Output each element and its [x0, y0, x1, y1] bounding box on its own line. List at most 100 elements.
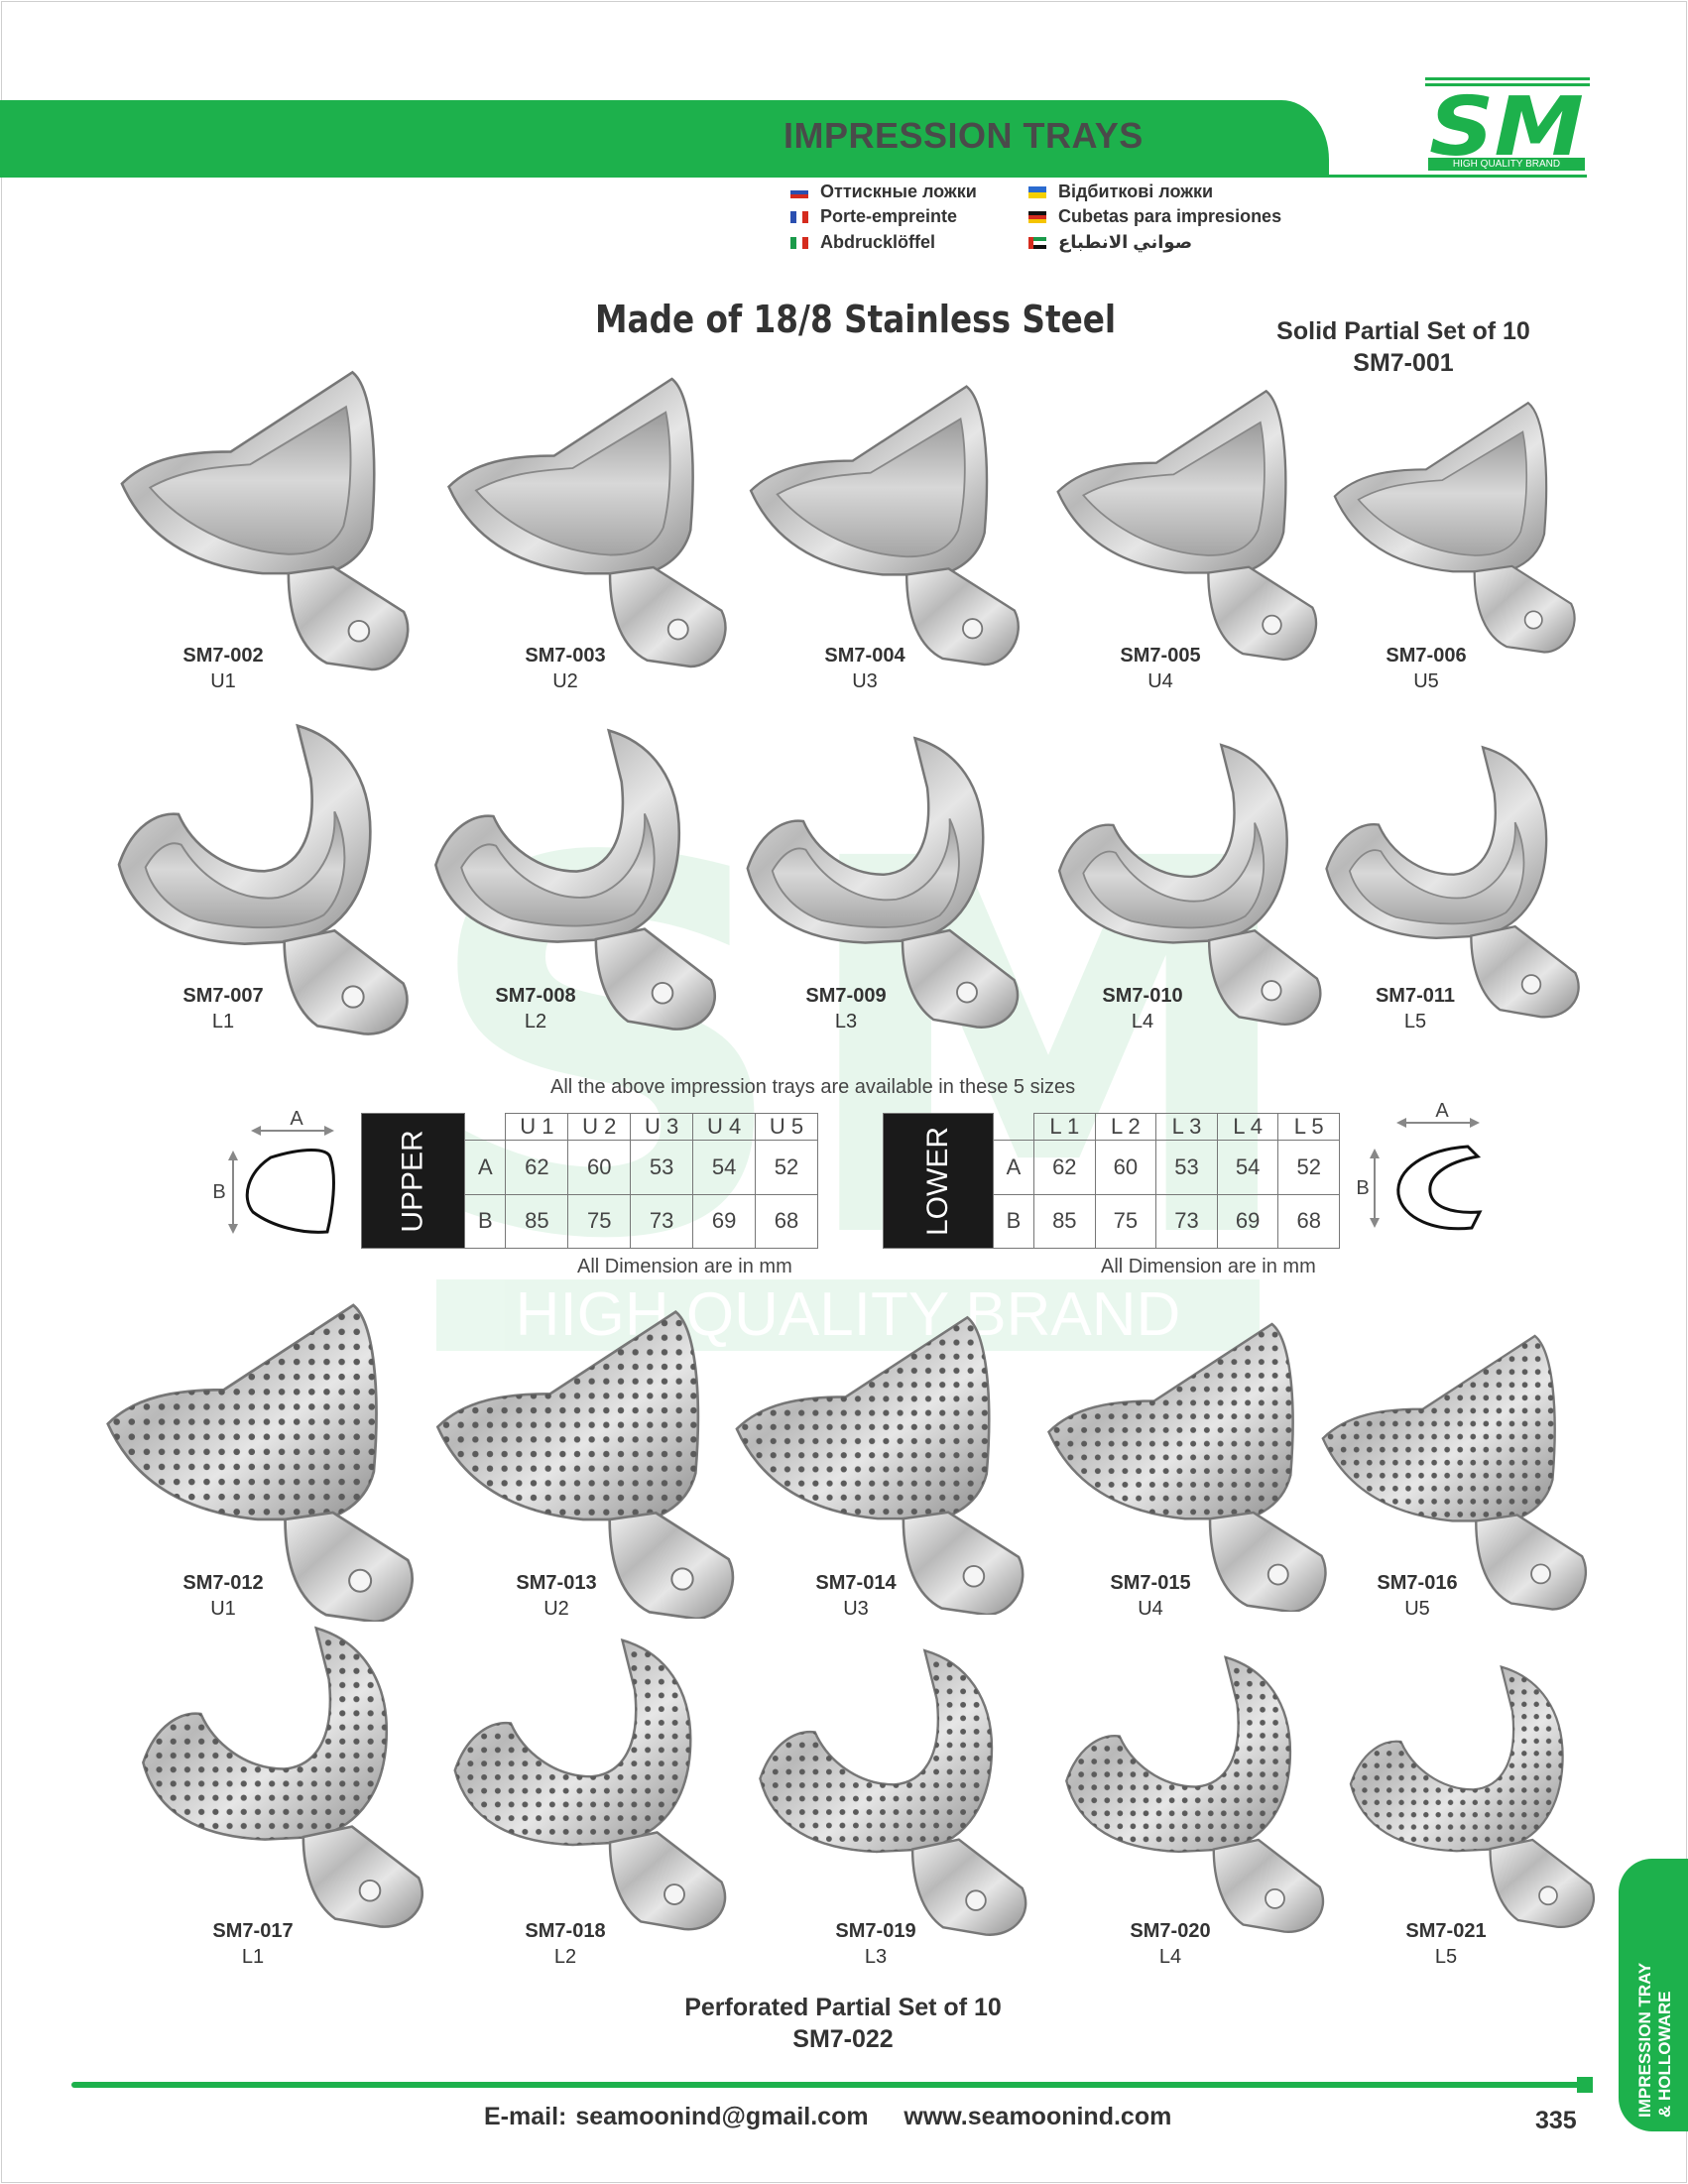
- upper-dimension-diagram: A B: [212, 1108, 335, 1234]
- language-label: Cubetas para impresiones: [1058, 206, 1282, 226]
- column-header: L 1: [1033, 1113, 1096, 1141]
- column-header: U 5: [755, 1113, 818, 1141]
- lower-size-table: LOWER L 1 L 2 L 3 L 4 L 5 A 62 60 53 54 …: [882, 1113, 1340, 1249]
- table-cell: 54: [692, 1140, 757, 1195]
- flag-fr-icon: [790, 211, 808, 224]
- header-rule: [1329, 175, 1587, 178]
- table-cell: 60: [1094, 1140, 1157, 1195]
- table-cell: 68: [755, 1193, 818, 1249]
- tray-image-lower: [1325, 746, 1580, 1019]
- table-cell: 75: [1094, 1193, 1157, 1249]
- flag-de-icon: [1028, 211, 1046, 224]
- product-size: L3: [864, 1946, 888, 1968]
- lower-table-label: LOWER: [882, 1113, 995, 1249]
- product-size: L4: [1158, 1946, 1182, 1968]
- solid-set-code: SM7-001: [1353, 349, 1454, 377]
- table-cell: 75: [567, 1193, 632, 1249]
- side-tab-line2: & HOLLOWARE: [1655, 1992, 1674, 2119]
- table-cell: 52: [755, 1140, 818, 1195]
- product-size: U2: [543, 1598, 569, 1620]
- product-size: L2: [553, 1946, 577, 1968]
- footer-rule: [71, 2082, 1589, 2088]
- language-ae: صواني الانطباع: [1028, 232, 1192, 253]
- table-cell: 85: [1033, 1193, 1096, 1249]
- language-ua: Відбиткові ложки: [1028, 182, 1213, 202]
- flag-it-icon: [790, 237, 808, 250]
- tray-image-lower-perforated: [453, 1638, 727, 1931]
- tray-image-lower-perforated: [142, 1627, 424, 1928]
- perforated-set-code: SM7-022: [792, 2025, 894, 2053]
- header-band: [0, 100, 1329, 178]
- product-code: SM7-004: [824, 645, 905, 667]
- solid-set-label: Solid Partial Set of 10: [1276, 317, 1530, 345]
- dimension-b-label: B: [212, 1181, 225, 1203]
- table-cell: 62: [1033, 1140, 1096, 1195]
- tray-image-upper: [1333, 401, 1576, 654]
- footer-contact: E-mail: seamoonind@gmail.com www.seamoon…: [484, 2103, 1171, 2131]
- language-ru: Оттискные ложки: [790, 182, 977, 202]
- product-size: U5: [1404, 1598, 1430, 1620]
- product-code: SM7-015: [1110, 1572, 1191, 1594]
- logo-tagline: HIGH QUALITY BRAND: [1428, 158, 1585, 171]
- section-side-tab[interactable]: [1619, 1859, 1688, 2131]
- product-size: L4: [1131, 1011, 1154, 1032]
- product-size: U1: [210, 1598, 236, 1620]
- row-header: B: [993, 1193, 1035, 1249]
- table-cell: 52: [1277, 1140, 1340, 1195]
- footer-square: [1577, 2077, 1593, 2093]
- table-cell: 69: [1216, 1193, 1279, 1249]
- table-cell: 85: [505, 1193, 569, 1249]
- product-code: SM7-007: [182, 985, 264, 1007]
- product-size: L2: [524, 1011, 547, 1032]
- table-cell: 53: [630, 1140, 694, 1195]
- column-header: U 3: [630, 1113, 694, 1141]
- column-header: U 2: [567, 1113, 632, 1141]
- flag-ua-icon: [1028, 186, 1046, 199]
- product-code: SM7-006: [1386, 645, 1467, 667]
- language-es: Cubetas para impresiones: [1028, 206, 1281, 227]
- product-code: SM7-010: [1102, 985, 1183, 1007]
- dimension-a-label: A: [290, 1108, 303, 1130]
- dimension-b-label: B: [1356, 1177, 1369, 1199]
- perforated-set-label: Perforated Partial Set of 10: [684, 1994, 1002, 2021]
- lower-outline-icon: [1396, 1145, 1483, 1231]
- website-link[interactable]: www.seamoonind.com: [904, 2103, 1172, 2130]
- table-cell: 54: [1216, 1140, 1279, 1195]
- column-header: L 5: [1277, 1113, 1340, 1141]
- tray-image-upper-perforated: [1047, 1322, 1327, 1612]
- flag-ru-icon: [790, 186, 808, 199]
- material-heading: Made of 18/8 Stainless Steel: [595, 298, 1117, 341]
- tray-image-upper: [447, 377, 727, 668]
- product-code: SM7-009: [805, 985, 887, 1007]
- tray-image-lower-perforated: [1349, 1665, 1596, 1929]
- product-code: SM7-008: [495, 985, 576, 1007]
- tray-image-upper: [1056, 390, 1318, 662]
- row-header: A: [464, 1140, 507, 1195]
- product-size: U3: [843, 1598, 869, 1620]
- table-cell: 68: [1277, 1193, 1340, 1249]
- product-code: SM7-011: [1375, 985, 1456, 1007]
- table-cell: 73: [1155, 1193, 1218, 1249]
- upper-dimension-note: All Dimension are in mm: [577, 1256, 792, 1277]
- tray-image-lower: [1057, 743, 1322, 1026]
- product-size: U5: [1413, 670, 1439, 692]
- upper-size-table: UPPER U 1 U 2 U 3 U 4 U 5 A 62 60 53 54 …: [360, 1113, 818, 1249]
- upper-outline-icon: [245, 1149, 335, 1234]
- tray-image-lower-perforated: [759, 1648, 1027, 1936]
- language-label: Porte-empreinte: [820, 206, 958, 226]
- tray-image-upper-perforated: [735, 1316, 1025, 1615]
- product-code: SM7-003: [525, 645, 606, 667]
- language-label: Відбиткові ложки: [1058, 182, 1214, 201]
- table-cell: 62: [505, 1140, 569, 1195]
- product-size: U4: [1138, 1598, 1163, 1620]
- page-number: 335: [1535, 2107, 1577, 2134]
- email-link[interactable]: seamoonind@gmail.com: [575, 2103, 869, 2130]
- tray-image-upper-perforated: [436, 1310, 735, 1619]
- language-label: صواني الانطباع: [1058, 232, 1193, 252]
- product-size: L1: [241, 1946, 265, 1968]
- product-code: SM7-012: [182, 1572, 264, 1594]
- product-size: L1: [211, 1011, 235, 1032]
- lower-dimension-diagram: A B: [1356, 1100, 1483, 1231]
- tray-image-upper-perforated: [1321, 1334, 1588, 1611]
- tray-image-upper: [749, 385, 1021, 667]
